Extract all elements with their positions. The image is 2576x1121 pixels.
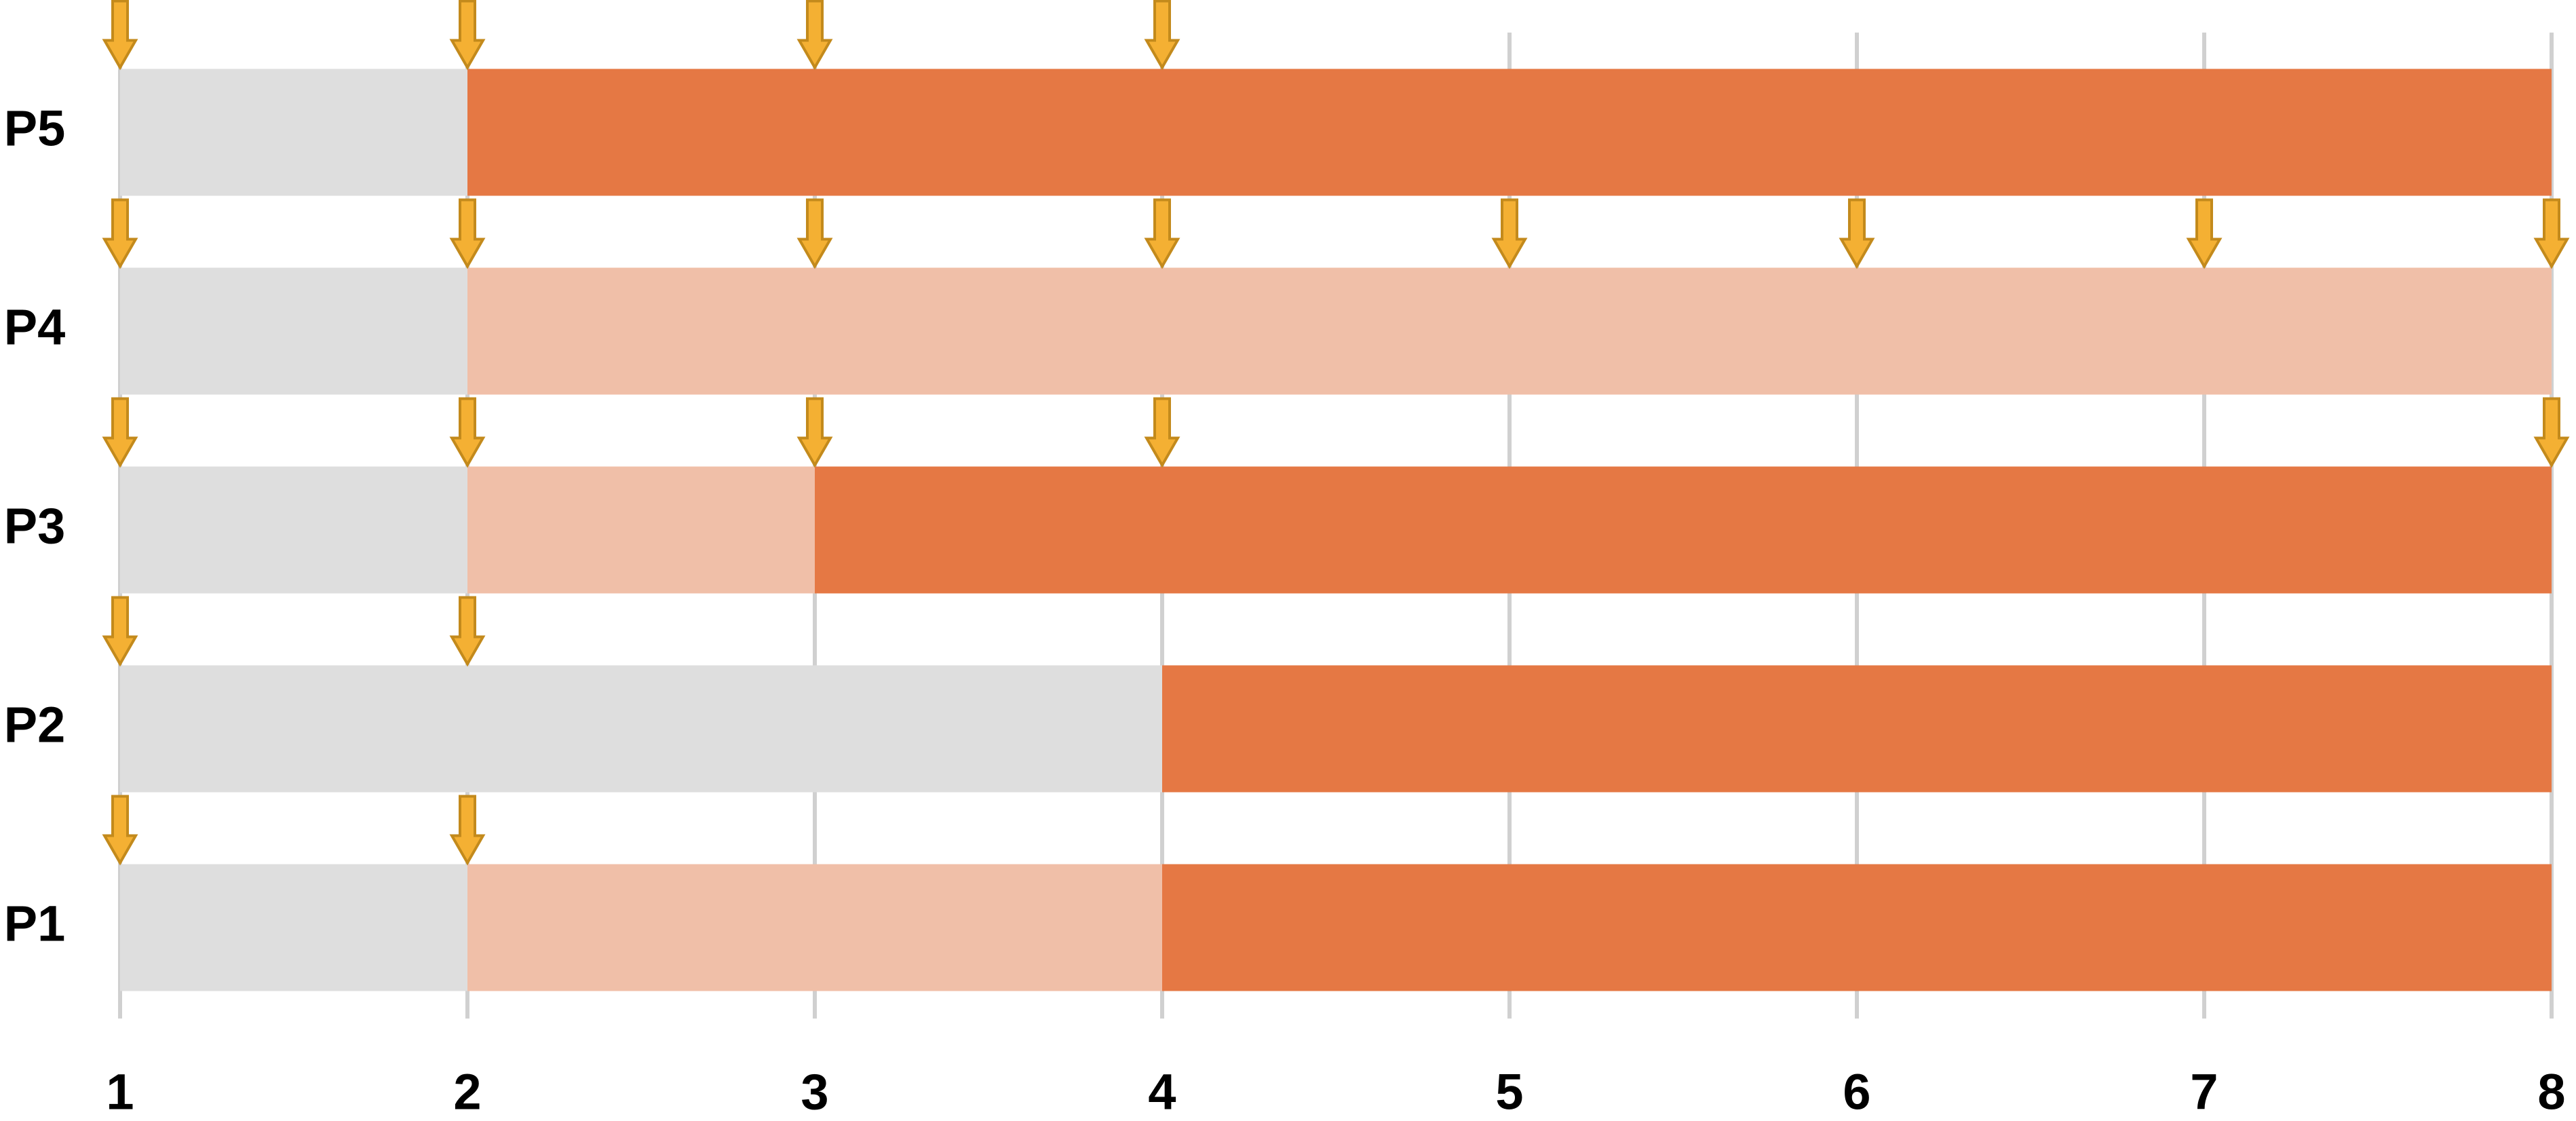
bar-segment: [120, 69, 467, 196]
x-tick-label: 2: [453, 1064, 481, 1120]
arrow: [2186, 198, 2223, 269]
arrow: [2533, 198, 2570, 269]
arrow: [449, 596, 486, 667]
bar-segment: [120, 665, 1162, 793]
bar-segment: [467, 864, 1162, 991]
arrow: [796, 198, 833, 269]
arrow: [1491, 198, 1528, 269]
arrow: [796, 397, 833, 468]
y-tick-label: P2: [4, 697, 66, 753]
arrow: [2533, 397, 2570, 468]
x-tick-label: 1: [106, 1064, 134, 1120]
arrow: [449, 198, 486, 269]
arrow: [796, 0, 833, 71]
bar-segment: [120, 466, 467, 594]
arrow: [102, 795, 138, 866]
x-tick-label: 3: [801, 1064, 828, 1120]
arrow: [102, 198, 138, 269]
arrow: [449, 397, 486, 468]
bar-segment: [120, 267, 467, 395]
y-tick-label: P4: [4, 299, 66, 356]
x-tick-label: 6: [1843, 1064, 1870, 1120]
arrow: [1144, 198, 1180, 269]
x-tick-label: 7: [2190, 1064, 2218, 1120]
arrow: [102, 596, 138, 667]
arrow: [1144, 397, 1180, 468]
arrow: [102, 397, 138, 468]
x-tick-label: 8: [2537, 1064, 2565, 1120]
x-tick-label: 4: [1148, 1064, 1176, 1120]
bar-segment: [1162, 864, 2552, 991]
bar-segment: [467, 69, 2552, 196]
x-tick-label: 5: [1495, 1064, 1523, 1120]
y-tick-label: P1: [4, 896, 66, 952]
arrow: [449, 795, 486, 866]
bar-segment: [467, 267, 2552, 395]
arrow: [102, 0, 138, 71]
bar-segment: [815, 466, 2552, 594]
arrow: [1144, 0, 1180, 71]
bar-segment: [1162, 665, 2552, 793]
y-tick-label: P3: [4, 498, 66, 554]
y-tick-label: P5: [4, 100, 66, 157]
bar-segment: [467, 466, 815, 594]
arrow: [449, 0, 486, 71]
bar-segment: [120, 864, 467, 991]
arrow: [1839, 198, 1875, 269]
